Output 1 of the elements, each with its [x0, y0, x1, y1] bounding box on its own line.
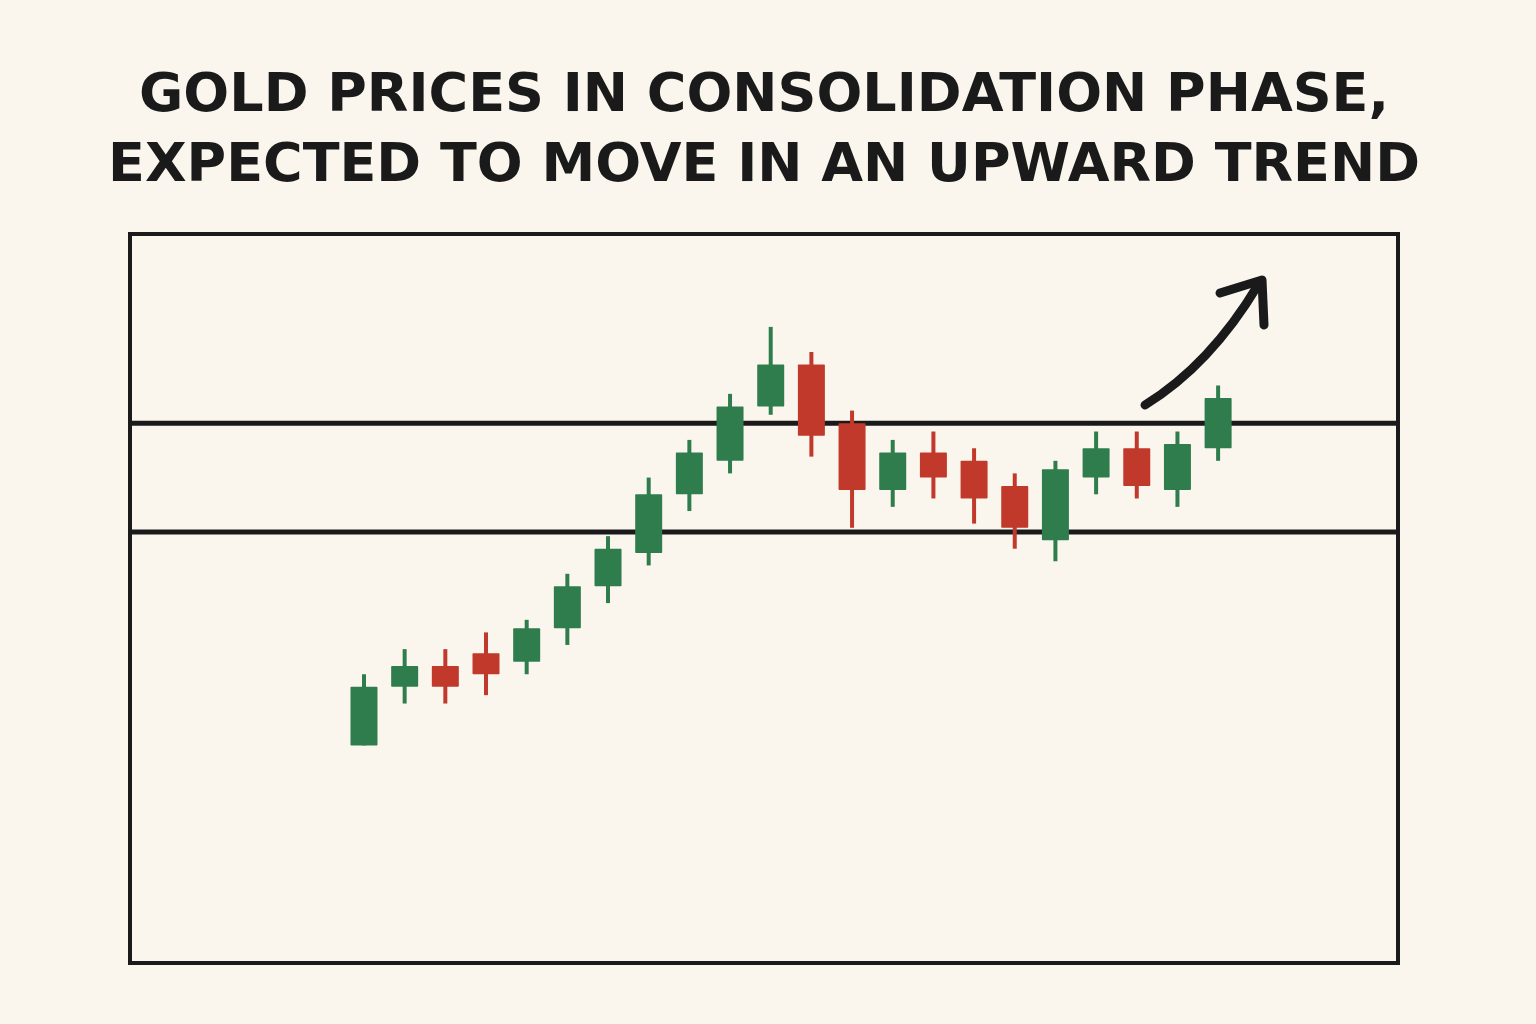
chart-title: GOLD PRICES IN CONSOLIDATION PHASE, EXPECTED TO MOVE IN AN UPWARD TREND	[108, 61, 1420, 194]
